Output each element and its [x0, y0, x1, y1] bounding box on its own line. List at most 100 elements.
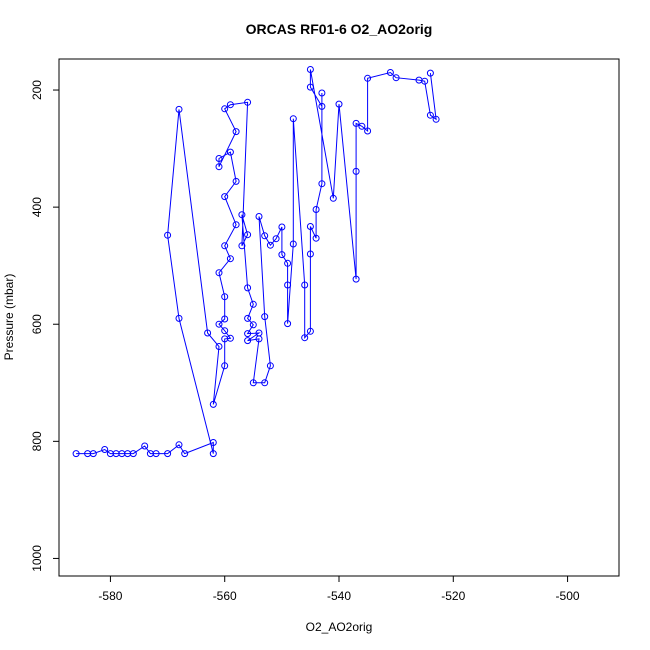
- data-point: [221, 105, 229, 113]
- data-point: [306, 66, 314, 73]
- data-point: [261, 232, 269, 240]
- data-point: [364, 74, 372, 82]
- data-point: [244, 314, 252, 322]
- data-point: [244, 330, 252, 338]
- data-point: [215, 269, 223, 277]
- data-point: [284, 281, 292, 289]
- chart-title: ORCAS RF01-6 O2_AO2orig: [246, 21, 433, 37]
- data-point: [278, 251, 286, 259]
- x-axis-label: O2_AO2orig: [306, 620, 373, 634]
- data-point: [244, 231, 252, 239]
- data-point: [352, 119, 360, 127]
- data-point: [244, 98, 252, 106]
- data-point: [181, 450, 189, 458]
- data-point: [101, 446, 109, 453]
- data-point: [232, 128, 240, 136]
- y-tick-label: 800: [30, 431, 44, 451]
- plot-area: [72, 66, 440, 458]
- data-point: [306, 327, 314, 335]
- data-point: [221, 362, 229, 370]
- data-point: [209, 439, 217, 446]
- data-point: [226, 255, 234, 263]
- data-point: [289, 240, 297, 248]
- y-tick-label: 1000: [30, 545, 44, 572]
- data-point: [289, 115, 297, 123]
- data-point: [244, 337, 252, 345]
- data-point: [306, 250, 314, 258]
- data-point: [249, 321, 257, 329]
- data-point: [358, 122, 366, 130]
- data-point: [386, 69, 394, 76]
- data-point: [392, 74, 400, 82]
- data-point: [352, 167, 360, 175]
- data-point: [221, 327, 229, 335]
- data-point: [364, 127, 372, 135]
- data-point: [221, 242, 229, 250]
- data-point: [221, 193, 229, 201]
- data-point: [432, 115, 440, 123]
- data-point: [318, 102, 326, 110]
- data-point: [284, 320, 292, 328]
- data-point: [209, 450, 217, 458]
- data-point: [329, 194, 337, 202]
- data-point: [335, 100, 343, 108]
- x-tick-label: -560: [213, 589, 237, 603]
- data-point: [421, 77, 429, 85]
- data-point: [226, 334, 234, 342]
- data-point: [261, 379, 269, 387]
- data-point: [284, 259, 292, 267]
- data-point: [301, 281, 309, 289]
- data-point: [238, 211, 246, 219]
- data-point: [306, 223, 314, 230]
- data-point: [226, 101, 234, 109]
- data-point: [164, 231, 172, 239]
- y-tick-label: 400: [30, 197, 44, 217]
- x-tick-label: -520: [441, 589, 465, 603]
- data-point: [272, 235, 280, 243]
- data-point: [318, 180, 326, 188]
- y-tick-label: 200: [30, 80, 44, 100]
- data-point: [312, 206, 320, 213]
- data-point: [266, 362, 274, 370]
- data-point: [215, 163, 223, 171]
- data-point: [232, 177, 240, 185]
- data-point: [306, 83, 314, 91]
- x-axis: -580 -560 -540 -520 -500: [98, 576, 580, 603]
- data-point: [175, 314, 183, 322]
- y-axis-label: Pressure (mbar): [2, 274, 16, 361]
- data-point: [89, 450, 97, 458]
- data-point: [175, 441, 183, 449]
- data-point: [261, 313, 269, 321]
- data-point: [255, 335, 263, 343]
- data-point: [141, 442, 149, 450]
- data-point: [301, 334, 309, 342]
- data-point: [226, 148, 234, 156]
- data-point: [278, 223, 286, 231]
- data-point: [266, 241, 274, 249]
- data-point: [164, 450, 172, 458]
- data-point: [204, 329, 212, 337]
- data-point: [249, 379, 257, 387]
- data-point: [215, 155, 223, 162]
- data-point: [215, 320, 223, 328]
- x-tick-label: -500: [556, 589, 580, 603]
- data-point: [175, 105, 183, 113]
- data-point: [426, 111, 434, 119]
- y-tick-label: 600: [30, 314, 44, 334]
- data-point: [238, 242, 246, 250]
- series-layer: [72, 66, 440, 458]
- data-point: [221, 315, 229, 323]
- data-point: [249, 300, 257, 308]
- data-point: [129, 450, 137, 458]
- data-point: [221, 293, 229, 301]
- data-point: [255, 213, 263, 220]
- data-point: [426, 69, 434, 77]
- x-tick-label: -540: [327, 589, 351, 603]
- data-point: [152, 450, 160, 458]
- y-axis: 200 400 600 800 1000: [30, 80, 59, 572]
- data-point: [215, 343, 223, 350]
- x-tick-label: -580: [98, 589, 122, 603]
- data-point: [318, 89, 326, 97]
